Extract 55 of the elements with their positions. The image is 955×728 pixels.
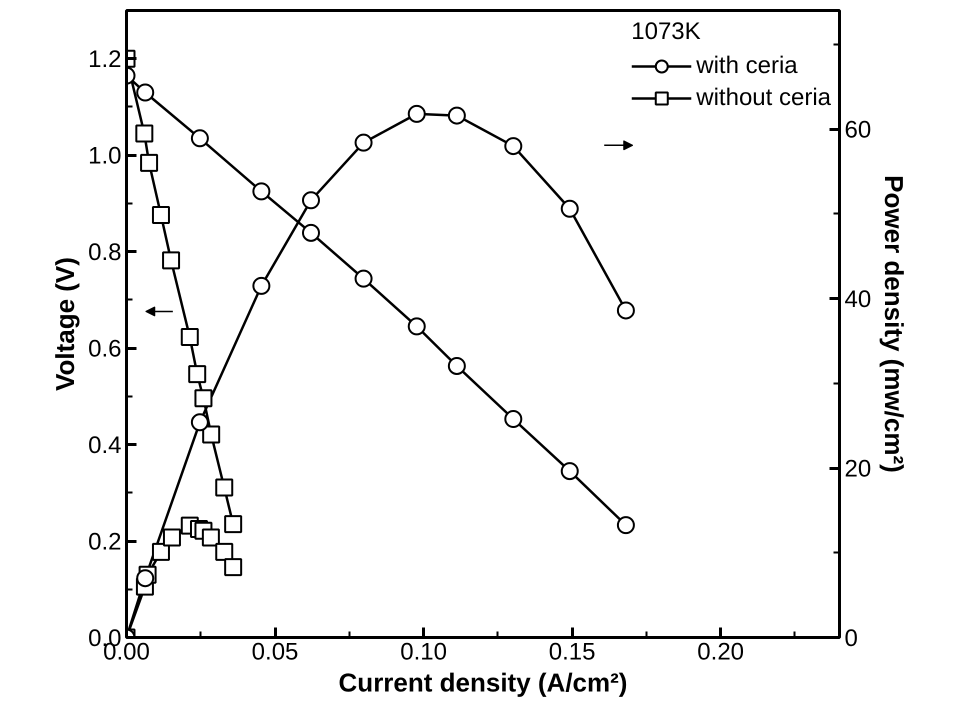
y2-axis-title: Power density (mw/cm²) [879,175,910,473]
y2-tick-label: 60 [844,116,872,144]
point [136,569,154,588]
point [616,301,635,320]
point [448,356,466,375]
x-tick-label: 0.20 [697,638,744,666]
y-tick-label: 1.0 [88,142,122,170]
point [215,478,234,496]
point [354,134,373,152]
point [202,425,220,444]
point [302,191,320,210]
point [190,129,209,148]
point [202,528,220,547]
point [135,124,154,142]
point [194,389,212,408]
legend-title: 1073K [631,18,702,46]
point [152,206,170,224]
point [136,84,154,102]
point [152,542,170,561]
point [188,365,206,384]
y2-tick-label: 0 [844,625,858,652]
point [252,182,270,200]
legend-label: with ceria [696,52,798,80]
legend-label: without ceria [696,84,831,112]
point [408,317,426,336]
y-axis-title: Voltage (V) [50,257,80,391]
y2-tick-label: 20 [844,456,872,483]
y-tick-label: 0.4 [88,432,122,460]
point [140,154,158,172]
x-tick-label: 0.05 [252,638,298,666]
y-tick-label: 0.8 [88,239,122,266]
y-tick-label: 1.2 [88,46,122,74]
point [252,276,270,295]
point [560,200,579,218]
x-tick-label: 0.15 [548,638,596,666]
point [616,516,635,534]
y-tick-label: 0.2 [88,528,122,556]
point [162,251,180,270]
point [448,106,466,125]
point [224,558,242,576]
point [504,137,522,156]
y2-tick-label: 40 [844,286,872,314]
point [408,104,426,123]
point [302,224,320,242]
point [215,542,234,561]
y-tick-label: 0.6 [88,336,122,363]
x-axis-title: Current density (A/cm²) [338,668,628,698]
point [560,462,579,480]
x-tick-label: 0.10 [400,638,447,666]
point [224,515,242,534]
point [162,528,181,547]
point [190,413,209,432]
point [504,410,522,428]
point [354,270,373,288]
point [180,328,199,346]
